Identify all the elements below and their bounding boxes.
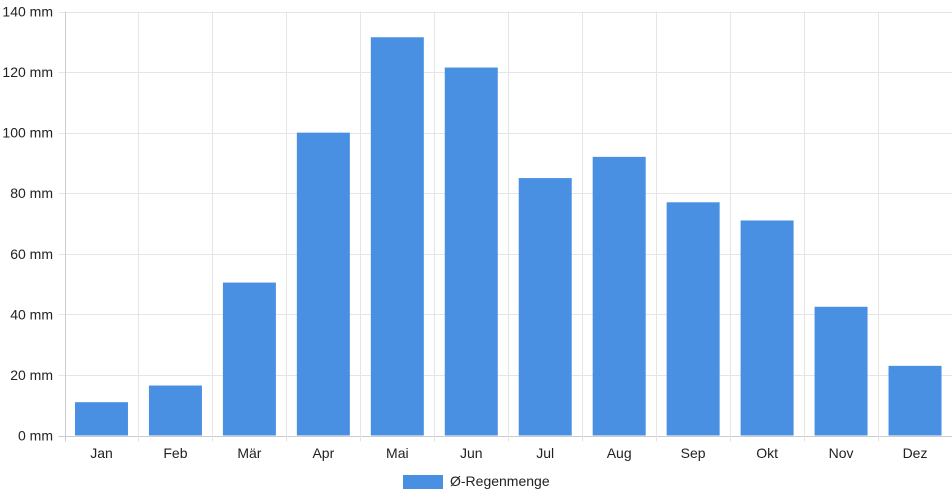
x-tick-label: Nov	[829, 445, 854, 461]
x-tick-label: Mär	[237, 445, 261, 461]
x-tick-label: Dez	[903, 445, 928, 461]
x-tick-label: Okt	[756, 445, 778, 461]
bar-nov[interactable]	[814, 306, 868, 436]
bars	[74, 37, 942, 436]
bar-apr[interactable]	[296, 132, 350, 436]
legend-label[interactable]: Ø-Regenmenge	[450, 473, 550, 489]
bar-jun[interactable]	[444, 67, 498, 436]
x-tick-label: Apr	[312, 445, 334, 461]
y-tick-label: 140 mm	[2, 4, 53, 20]
x-tick-label: Jun	[460, 445, 483, 461]
bar-dez[interactable]	[888, 365, 942, 436]
bar-feb[interactable]	[148, 385, 202, 436]
y-tick-label: 60 mm	[10, 246, 53, 262]
bar-okt[interactable]	[740, 220, 794, 436]
grid	[58, 11, 952, 442]
x-axis-ticks: Jan Feb Mär Apr Mai Jun Jul Aug Sep Okt Nov Dez	[90, 445, 927, 461]
x-tick-label: Sep	[681, 445, 706, 461]
x-tick-label: Jul	[536, 445, 554, 461]
y-tick-label: 120 mm	[2, 64, 53, 80]
y-axis-ticks: 0 mm 20 mm 40 mm 60 mm 80 mm 100 mm 120 mm 140 …	[2, 4, 53, 444]
bar-mai[interactable]	[370, 37, 424, 436]
y-tick-label: 100 mm	[2, 125, 53, 141]
y-tick-label: 0 mm	[18, 428, 53, 444]
x-tick-label: Aug	[607, 445, 632, 461]
bar-sep[interactable]	[666, 202, 720, 436]
bar-aug[interactable]	[592, 156, 646, 436]
bar-mär[interactable]	[222, 282, 276, 436]
y-tick-label: 80 mm	[10, 185, 53, 201]
bar-jan[interactable]	[74, 402, 128, 436]
y-tick-label: 40 mm	[10, 306, 53, 322]
legend[interactable]: Ø-Regenmenge	[403, 473, 550, 489]
x-tick-label: Feb	[163, 445, 187, 461]
x-tick-label: Mai	[386, 445, 409, 461]
legend-swatch[interactable]	[403, 475, 443, 489]
bar-jul[interactable]	[518, 178, 572, 436]
x-tick-label: Jan	[90, 445, 113, 461]
y-tick-label: 20 mm	[10, 367, 53, 383]
